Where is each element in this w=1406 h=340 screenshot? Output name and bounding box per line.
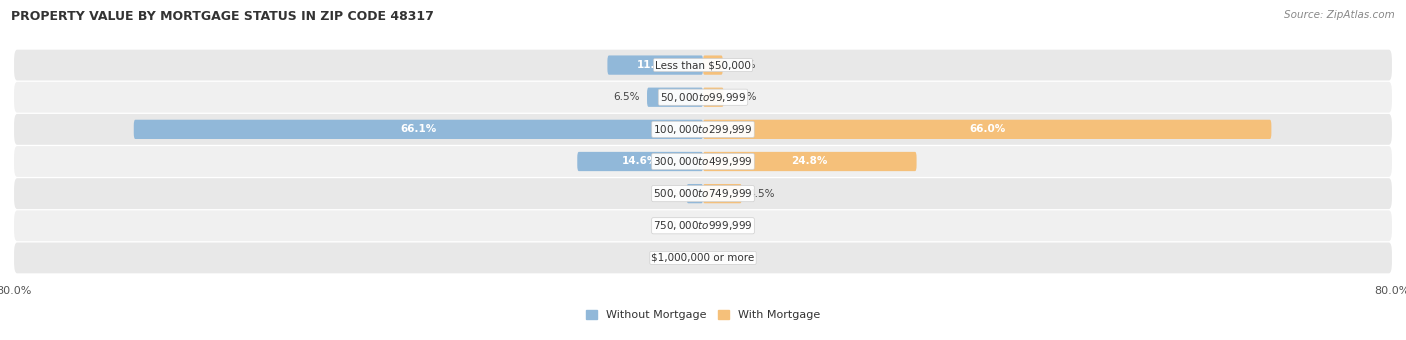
- Text: 0.0%: 0.0%: [710, 221, 737, 231]
- FancyBboxPatch shape: [703, 120, 1271, 139]
- Text: $1,000,000 or more: $1,000,000 or more: [651, 253, 755, 263]
- Text: 1.9%: 1.9%: [654, 189, 679, 199]
- Text: 0.0%: 0.0%: [669, 253, 696, 263]
- Text: 66.1%: 66.1%: [401, 124, 436, 134]
- FancyBboxPatch shape: [14, 114, 1392, 145]
- Text: Source: ZipAtlas.com: Source: ZipAtlas.com: [1284, 10, 1395, 20]
- FancyBboxPatch shape: [703, 55, 723, 75]
- Text: $500,000 to $749,999: $500,000 to $749,999: [654, 187, 752, 200]
- FancyBboxPatch shape: [14, 242, 1392, 273]
- Text: 14.6%: 14.6%: [621, 156, 658, 167]
- Text: $50,000 to $99,999: $50,000 to $99,999: [659, 91, 747, 104]
- FancyBboxPatch shape: [607, 55, 703, 75]
- FancyBboxPatch shape: [703, 152, 917, 171]
- Text: 0.0%: 0.0%: [669, 221, 696, 231]
- FancyBboxPatch shape: [14, 210, 1392, 241]
- FancyBboxPatch shape: [14, 178, 1392, 209]
- Text: 6.5%: 6.5%: [613, 92, 640, 102]
- FancyBboxPatch shape: [578, 152, 703, 171]
- Text: PROPERTY VALUE BY MORTGAGE STATUS IN ZIP CODE 48317: PROPERTY VALUE BY MORTGAGE STATUS IN ZIP…: [11, 10, 434, 23]
- Text: 2.3%: 2.3%: [730, 60, 756, 70]
- Text: Less than $50,000: Less than $50,000: [655, 60, 751, 70]
- Text: $100,000 to $299,999: $100,000 to $299,999: [654, 123, 752, 136]
- Text: $300,000 to $499,999: $300,000 to $499,999: [654, 155, 752, 168]
- FancyBboxPatch shape: [647, 88, 703, 107]
- Text: 11.1%: 11.1%: [637, 60, 673, 70]
- FancyBboxPatch shape: [14, 50, 1392, 81]
- Text: 2.4%: 2.4%: [731, 92, 756, 102]
- Text: 0.0%: 0.0%: [710, 253, 737, 263]
- FancyBboxPatch shape: [134, 120, 703, 139]
- FancyBboxPatch shape: [14, 82, 1392, 113]
- Text: 24.8%: 24.8%: [792, 156, 828, 167]
- FancyBboxPatch shape: [14, 146, 1392, 177]
- FancyBboxPatch shape: [703, 184, 742, 203]
- Text: 66.0%: 66.0%: [969, 124, 1005, 134]
- Text: 4.5%: 4.5%: [748, 189, 775, 199]
- Legend: Without Mortgage, With Mortgage: Without Mortgage, With Mortgage: [582, 306, 824, 325]
- FancyBboxPatch shape: [703, 88, 724, 107]
- Text: $750,000 to $999,999: $750,000 to $999,999: [654, 219, 752, 232]
- FancyBboxPatch shape: [686, 184, 703, 203]
